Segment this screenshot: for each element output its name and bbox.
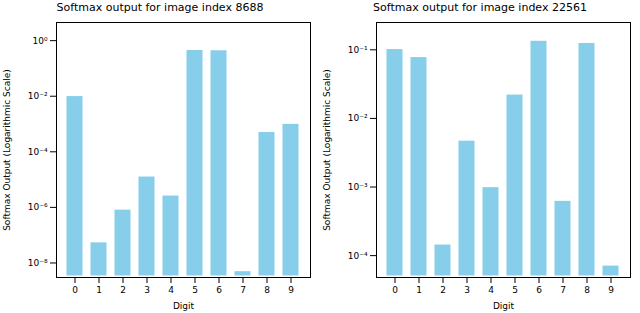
svg-text:Softmax Output (Logarithmic Sc: Softmax Output (Logarithmic Scale) — [322, 69, 332, 231]
svg-text:5: 5 — [192, 285, 198, 295]
svg-text:4: 4 — [488, 285, 494, 295]
svg-text:5: 5 — [512, 285, 518, 295]
svg-text:6: 6 — [216, 285, 222, 295]
svg-text:10⁻²: 10⁻² — [28, 91, 48, 101]
svg-text:4: 4 — [168, 285, 174, 295]
svg-text:10⁰: 10⁰ — [32, 36, 47, 46]
svg-text:Digit: Digit — [493, 301, 515, 311]
svg-text:10⁻⁴: 10⁻⁴ — [348, 251, 368, 261]
svg-text:3: 3 — [144, 285, 150, 295]
svg-text:8: 8 — [264, 285, 270, 295]
svg-text:10⁻⁸: 10⁻⁸ — [28, 258, 48, 268]
svg-text:3: 3 — [464, 285, 470, 295]
svg-text:Digit: Digit — [173, 301, 195, 311]
svg-text:1: 1 — [416, 285, 422, 295]
svg-text:10⁻⁴: 10⁻⁴ — [28, 147, 48, 157]
svg-text:6: 6 — [536, 285, 542, 295]
html-text:Softmax output for image index: Softmax output for image index 22561 — [373, 1, 587, 14]
svg-text:0: 0 — [392, 285, 398, 295]
svg-text:2: 2 — [440, 285, 446, 295]
svg-text:2: 2 — [120, 285, 126, 295]
svg-text:Softmax Output (Logarithmic Sc: Softmax Output (Logarithmic Scale) — [2, 69, 12, 231]
svg-text:9: 9 — [608, 285, 614, 295]
svg-text:0: 0 — [72, 285, 78, 295]
svg-text:7: 7 — [240, 285, 246, 295]
svg-text:10⁻¹: 10⁻¹ — [348, 45, 368, 55]
svg-text:10⁻⁶: 10⁻⁶ — [28, 202, 48, 212]
svg-text:1: 1 — [96, 285, 102, 295]
svg-text:8: 8 — [584, 285, 590, 295]
svg-text:10⁻²: 10⁻² — [348, 113, 368, 123]
html-text:Softmax output for image index: Softmax output for image index 8688 — [56, 1, 264, 14]
svg-text:9: 9 — [288, 285, 294, 295]
svg-text:7: 7 — [560, 285, 566, 295]
svg-text:10⁻³: 10⁻³ — [348, 182, 368, 192]
